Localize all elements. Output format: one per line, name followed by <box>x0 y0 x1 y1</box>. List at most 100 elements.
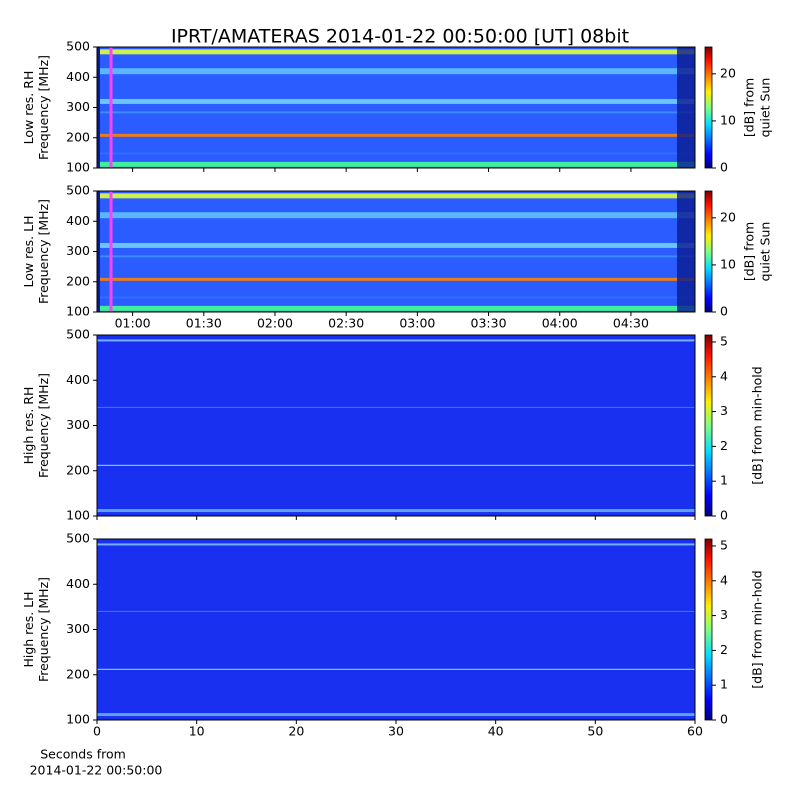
spectrogram-band <box>97 111 695 114</box>
colorbar-tick-label: 20 <box>720 65 736 80</box>
y-tick-label: 400 <box>66 372 90 387</box>
y-tick-label: 300 <box>66 621 90 636</box>
colorbar <box>704 334 713 517</box>
spectrogram-band <box>97 193 695 199</box>
y-axis-label: High res. RH <box>21 387 36 465</box>
colorbar-label: [dB] from <box>742 222 757 281</box>
x-tick-label: 03:00 <box>399 316 435 331</box>
spectrogram-band <box>97 98 695 104</box>
y-axis-label: Frequency [MHz] <box>36 55 51 160</box>
y-tick-label: 400 <box>66 576 90 591</box>
spectrogram-band <box>97 49 695 55</box>
spectrogram-edge <box>677 191 695 312</box>
spectrogram-band <box>97 464 695 466</box>
colorbar-tick-label: 3 <box>720 403 728 418</box>
x-tick-label: 40 <box>488 724 504 739</box>
spectrogram <box>97 47 695 168</box>
x-axis-label: Seconds from <box>40 747 126 762</box>
y-tick-label: 500 <box>66 39 90 54</box>
x-tick-label: 30 <box>388 724 404 739</box>
x-tick-label: 0 <box>93 724 101 739</box>
colorbar-tick-label: 2 <box>720 642 728 657</box>
colorbar-label: [dB] from <box>742 78 757 137</box>
spectrogram-band <box>97 161 695 167</box>
y-tick-label: 300 <box>66 243 90 258</box>
colorbar <box>704 538 713 721</box>
spectrogram-band <box>97 212 695 219</box>
spectrogram-band <box>97 610 695 612</box>
spectrogram-band <box>97 713 695 717</box>
colorbar-tick-label: 3 <box>720 607 728 622</box>
colorbar-tick-label: 10 <box>720 256 736 271</box>
x-tick-label: 60 <box>687 724 703 739</box>
colorbar-tick-label: 4 <box>720 368 728 383</box>
y-axis-label: High res. LH <box>21 591 36 667</box>
colorbar-tick-label: 10 <box>720 112 736 127</box>
spectrogram-band <box>97 242 695 248</box>
colorbar-tick-label: 0 <box>720 160 728 175</box>
spectrogram-band <box>97 296 695 299</box>
y-tick-label: 500 <box>66 531 90 546</box>
spectrogram-band <box>97 152 695 155</box>
x-axis-label: 2014-01-22 00:50:00 <box>30 763 163 778</box>
x-tick-label: 01:30 <box>186 316 222 331</box>
colorbar-tick-label: 1 <box>720 473 728 488</box>
y-tick-label: 200 <box>66 666 90 681</box>
colorbar <box>704 190 713 313</box>
x-tick-label: 02:00 <box>257 316 293 331</box>
y-tick-label: 100 <box>66 160 90 175</box>
y-tick-label: 200 <box>66 462 90 477</box>
y-tick-label: 100 <box>66 712 90 727</box>
y-tick-label: 300 <box>66 417 90 432</box>
y-axis-label: Frequency [MHz] <box>36 373 51 478</box>
x-tick-label: 04:00 <box>542 316 578 331</box>
spectrogram-band <box>97 668 695 670</box>
y-axis-label: Frequency [MHz] <box>36 199 51 304</box>
colorbar-tick-label: 0 <box>720 712 728 727</box>
y-axis-label: Frequency [MHz] <box>36 577 51 682</box>
y-tick-label: 500 <box>66 327 90 342</box>
y-axis-label: Low res. RH <box>21 71 36 145</box>
colorbar-label: quiet Sun <box>758 222 773 282</box>
spectrogram-band <box>97 133 695 137</box>
colorbar-tick-label: 5 <box>720 537 728 552</box>
spectrogram-band <box>97 255 695 258</box>
colorbar-label: quiet Sun <box>758 78 773 138</box>
spectrogram-band <box>97 68 695 75</box>
colorbar-label: [dB] from min-hold <box>750 570 765 688</box>
spectrogram-edge <box>97 191 100 312</box>
colorbar-label: [dB] from min-hold <box>750 366 765 484</box>
colorbar-tick-label: 5 <box>720 333 728 348</box>
y-tick-label: 200 <box>66 129 90 144</box>
y-tick-label: 300 <box>66 99 90 114</box>
spectrogram-band <box>97 277 695 281</box>
spectrogram <box>97 335 695 516</box>
x-tick-label: 04:30 <box>613 316 649 331</box>
spectrogram <box>97 191 695 312</box>
y-tick-label: 400 <box>66 69 90 84</box>
y-tick-label: 400 <box>66 213 90 228</box>
y-tick-label: 500 <box>66 183 90 198</box>
colorbar-tick-label: 1 <box>720 677 728 692</box>
spectrogram-band <box>97 509 695 513</box>
x-tick-label: 02:30 <box>328 316 364 331</box>
x-tick-label: 20 <box>288 724 304 739</box>
y-tick-label: 100 <box>66 304 90 319</box>
spectrogram-edge <box>677 47 695 168</box>
spectrogram-band <box>97 543 695 546</box>
spectrogram-edge <box>97 47 100 168</box>
colorbar-tick-label: 0 <box>720 508 728 523</box>
spectrogram-band <box>97 406 695 408</box>
chart-title: IPRT/AMATERAS 2014-01-22 00:50:00 [UT] 0… <box>171 26 629 48</box>
spectrogram-band <box>97 305 695 311</box>
colorbar-tick-label: 20 <box>720 209 736 224</box>
spectrogram <box>97 539 695 720</box>
x-tick-label: 10 <box>189 724 205 739</box>
y-axis-label: Low res. LH <box>21 216 36 288</box>
x-tick-label: 03:30 <box>471 316 507 331</box>
y-tick-label: 100 <box>66 508 90 523</box>
x-tick-label: 01:00 <box>115 316 151 331</box>
colorbar-tick-label: 0 <box>720 304 728 319</box>
y-tick-label: 200 <box>66 273 90 288</box>
